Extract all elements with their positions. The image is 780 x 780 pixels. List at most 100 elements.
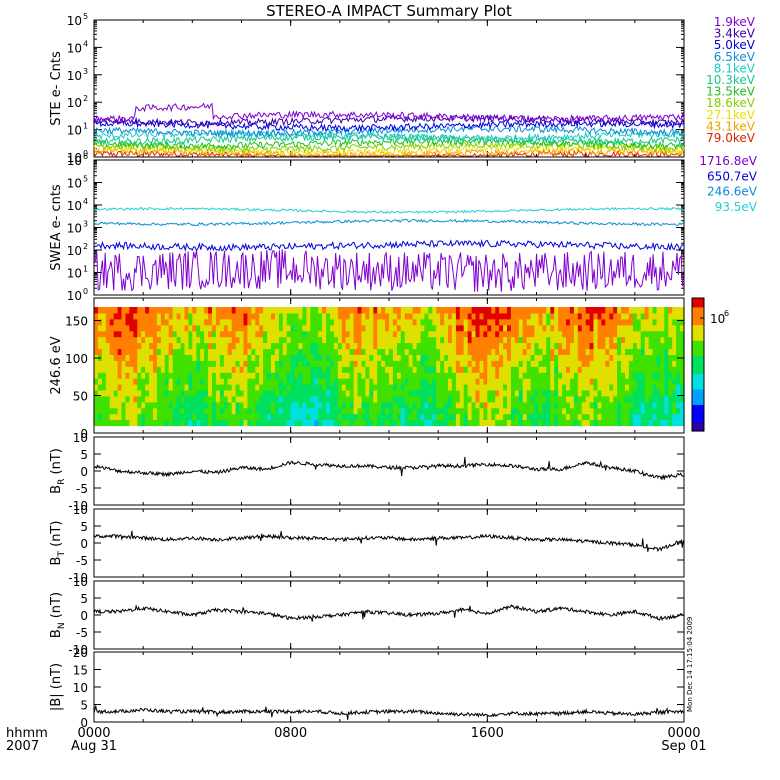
spec-cell: [538, 354, 543, 361]
ste-series-6-5keV: [93, 124, 685, 139]
spec-cell: [609, 395, 614, 403]
spec-cell: [298, 366, 303, 373]
spec-cell: [530, 312, 536, 320]
spec-cell: [581, 366, 587, 373]
spec-cell: [274, 354, 280, 361]
spec-cell: [463, 342, 469, 350]
spec-cell: [109, 413, 115, 421]
spec-cell: [298, 395, 303, 403]
spec-cell: [660, 336, 665, 344]
spec-cell: [396, 307, 402, 314]
spec-cell: [432, 336, 437, 344]
spec-cell: [286, 348, 292, 355]
spec-cell: [400, 324, 406, 332]
spec-cell: [314, 413, 319, 421]
spec-cell: [471, 354, 477, 361]
spec-cell: [526, 378, 532, 385]
spec-cell: [105, 324, 111, 332]
spec-cell: [239, 372, 244, 379]
spec-cell: [145, 360, 150, 367]
spec-cell: [475, 384, 480, 391]
spec-cell: [522, 407, 528, 415]
spec-cell: [589, 336, 595, 344]
ste-legend-entry: 6.5keV: [714, 50, 756, 64]
spec-cell: [141, 330, 146, 338]
spec-cell: [581, 419, 587, 427]
spec-cell: [145, 413, 150, 421]
spec-cell: [306, 407, 311, 415]
spec-cell: [310, 413, 315, 421]
spec-cell: [337, 354, 343, 361]
spec-cell: [188, 413, 193, 421]
spec-cell: [290, 312, 296, 320]
spec-cell: [381, 372, 386, 379]
spec-cell: [200, 395, 205, 403]
spec-cell: [156, 413, 162, 421]
spec-cell: [436, 389, 441, 397]
spec-cell: [396, 348, 402, 355]
spec-cell: [609, 342, 614, 350]
spec-cell: [341, 419, 347, 427]
spec-cell: [381, 360, 386, 367]
spec-cell: [424, 354, 429, 361]
spec-cell: [416, 401, 421, 409]
spec-cell: [514, 342, 520, 350]
spec-cell: [113, 318, 119, 326]
spec-cell: [636, 312, 642, 320]
spec-cell: [664, 330, 669, 338]
spec-cell: [322, 336, 327, 344]
spec-cell: [117, 372, 123, 379]
spec-cell: [267, 419, 272, 427]
spec-cell: [436, 419, 441, 427]
spec-cell: [271, 307, 276, 314]
spec-cell: [101, 318, 107, 326]
spec-cell: [412, 372, 418, 379]
spec-cell: [648, 354, 654, 361]
ste-series-8-1keV: [93, 129, 685, 143]
swea-series-93-5eV: [93, 206, 685, 214]
spec-cell: [510, 360, 516, 367]
spec-cell: [463, 330, 469, 338]
spec-cell: [542, 413, 547, 421]
spec-cell: [160, 378, 166, 385]
spec-cell: [227, 419, 233, 427]
spec-cell: [499, 336, 504, 344]
spec-cell: [420, 419, 425, 427]
spec-cell: [424, 389, 429, 397]
spec-cell: [306, 330, 311, 338]
spec-cell: [141, 324, 146, 332]
spec-cell: [495, 312, 500, 320]
spec-cell: [184, 395, 189, 403]
spec-cell: [160, 348, 166, 355]
spec-cell: [164, 401, 170, 409]
spec-cell: [628, 354, 634, 361]
spec-cell: [621, 342, 626, 350]
spec-cell: [628, 407, 634, 415]
spec-cell: [479, 413, 484, 421]
spec-cell: [137, 372, 142, 379]
spec-cell: [664, 324, 669, 332]
spec-cell: [617, 389, 622, 397]
spec-cell: [640, 307, 646, 314]
spec-cell: [208, 336, 213, 344]
ste-series-27-1keV: [93, 143, 685, 157]
spec-cell: [444, 360, 449, 367]
spec-cell: [204, 401, 209, 409]
spec-cell: [310, 312, 315, 320]
spec-cell: [538, 348, 543, 355]
spec-cell: [235, 366, 241, 373]
spec-cell: [459, 354, 465, 361]
spec-cell: [621, 360, 626, 367]
spec-cell: [585, 318, 591, 326]
spec-cell: [322, 330, 327, 338]
spec-cell: [507, 307, 512, 314]
spec-cell: [145, 401, 150, 409]
spec-cell: [676, 413, 681, 421]
spec-cell: [215, 324, 221, 332]
spec-cell: [302, 401, 307, 409]
spec-cell: [239, 389, 244, 397]
spec-ytick-label: 100: [65, 352, 88, 366]
spec-cell: [475, 378, 480, 385]
spec-cell: [522, 372, 528, 379]
spec-cell: [546, 324, 551, 332]
